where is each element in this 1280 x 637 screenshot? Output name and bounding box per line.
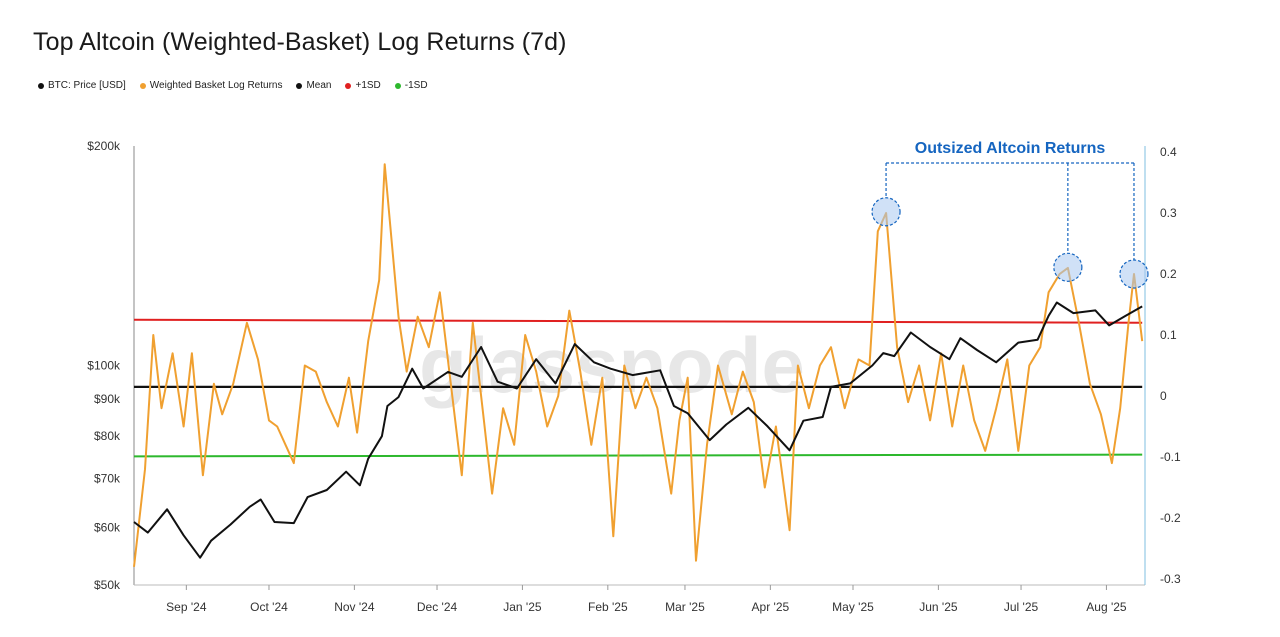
legend-item-plus-1sd[interactable]: +1SD — [345, 80, 381, 91]
x-tick-label: Oct '24 — [250, 600, 288, 614]
y-left-tick-label: $90k — [94, 392, 121, 406]
legend-item-basket-returns[interactable]: Weighted Basket Log Returns — [139, 80, 283, 91]
y-right-tick-label: 0.2 — [1160, 267, 1177, 281]
y-right-tick-label: -0.1 — [1160, 450, 1181, 464]
highlight-circle — [1053, 252, 1083, 282]
y-right-tick-label: 0.3 — [1160, 206, 1177, 220]
y-left-tick-label: $200k — [87, 139, 121, 153]
legend-label: +1SD — [355, 80, 381, 91]
y-right-tick-label: 0 — [1160, 389, 1167, 403]
y-left-tick-label: $70k — [94, 471, 121, 485]
y-left-tick-label: $80k — [94, 429, 121, 443]
chart-legend: BTC: Price [USD] Weighted Basket Log Ret… — [38, 80, 428, 91]
y-left-tick-label: $60k — [94, 520, 121, 534]
legend-dot-icon — [38, 82, 44, 89]
legend-item-minus-1sd[interactable]: -1SD — [394, 80, 428, 91]
y-left-tick-label: $100k — [87, 359, 121, 373]
legend-label: -1SD — [404, 80, 428, 91]
x-tick-label: May '25 — [832, 600, 874, 614]
x-tick-label: Mar '25 — [665, 600, 705, 614]
highlight-circle — [871, 197, 901, 227]
x-tick-label: Jul '25 — [1004, 600, 1039, 614]
y-left-tick-label: $50k — [94, 578, 121, 592]
x-tick-label: Apr '25 — [752, 600, 790, 614]
legend-item-btc-price[interactable]: BTC: Price [USD] — [38, 80, 126, 91]
legend-label: Mean — [306, 80, 332, 91]
x-tick-label: Feb '25 — [588, 600, 628, 614]
legend-dot-icon — [296, 82, 303, 89]
minus-1sd-line — [133, 453, 1143, 458]
y-right-tick-label: 0.1 — [1160, 328, 1177, 342]
legend-label: Weighted Basket Log Returns — [149, 80, 283, 91]
x-tick-label: Dec '24 — [417, 600, 458, 614]
highlight-circle — [1119, 259, 1149, 289]
x-tick-label: Aug '25 — [1086, 600, 1127, 614]
x-tick-label: Jan '25 — [503, 600, 542, 614]
basket-returns-line — [133, 163, 1144, 567]
legend-dot-icon — [394, 82, 401, 89]
annotation-label: Outsized Altcoin Returns — [915, 140, 1106, 157]
legend-dot-icon — [345, 82, 352, 89]
x-tick-label: Nov '24 — [334, 600, 375, 614]
x-tick-label: Sep '24 — [166, 600, 207, 614]
y-right-tick-label: 0.4 — [1160, 145, 1177, 159]
watermark-text: glassnode — [419, 321, 805, 409]
legend-label: BTC: Price [USD] — [48, 80, 126, 91]
legend-dot-icon — [139, 82, 146, 89]
chart-title: Top Altcoin (Weighted-Basket) Log Return… — [33, 28, 567, 56]
btc-price-line — [133, 301, 1143, 559]
plus-1sd-line — [133, 318, 1143, 324]
legend-item-mean[interactable]: Mean — [296, 80, 331, 91]
y-right-tick-label: -0.3 — [1160, 572, 1181, 586]
x-tick-label: Jun '25 — [919, 600, 958, 614]
y-right-tick-label: -0.2 — [1160, 511, 1181, 525]
